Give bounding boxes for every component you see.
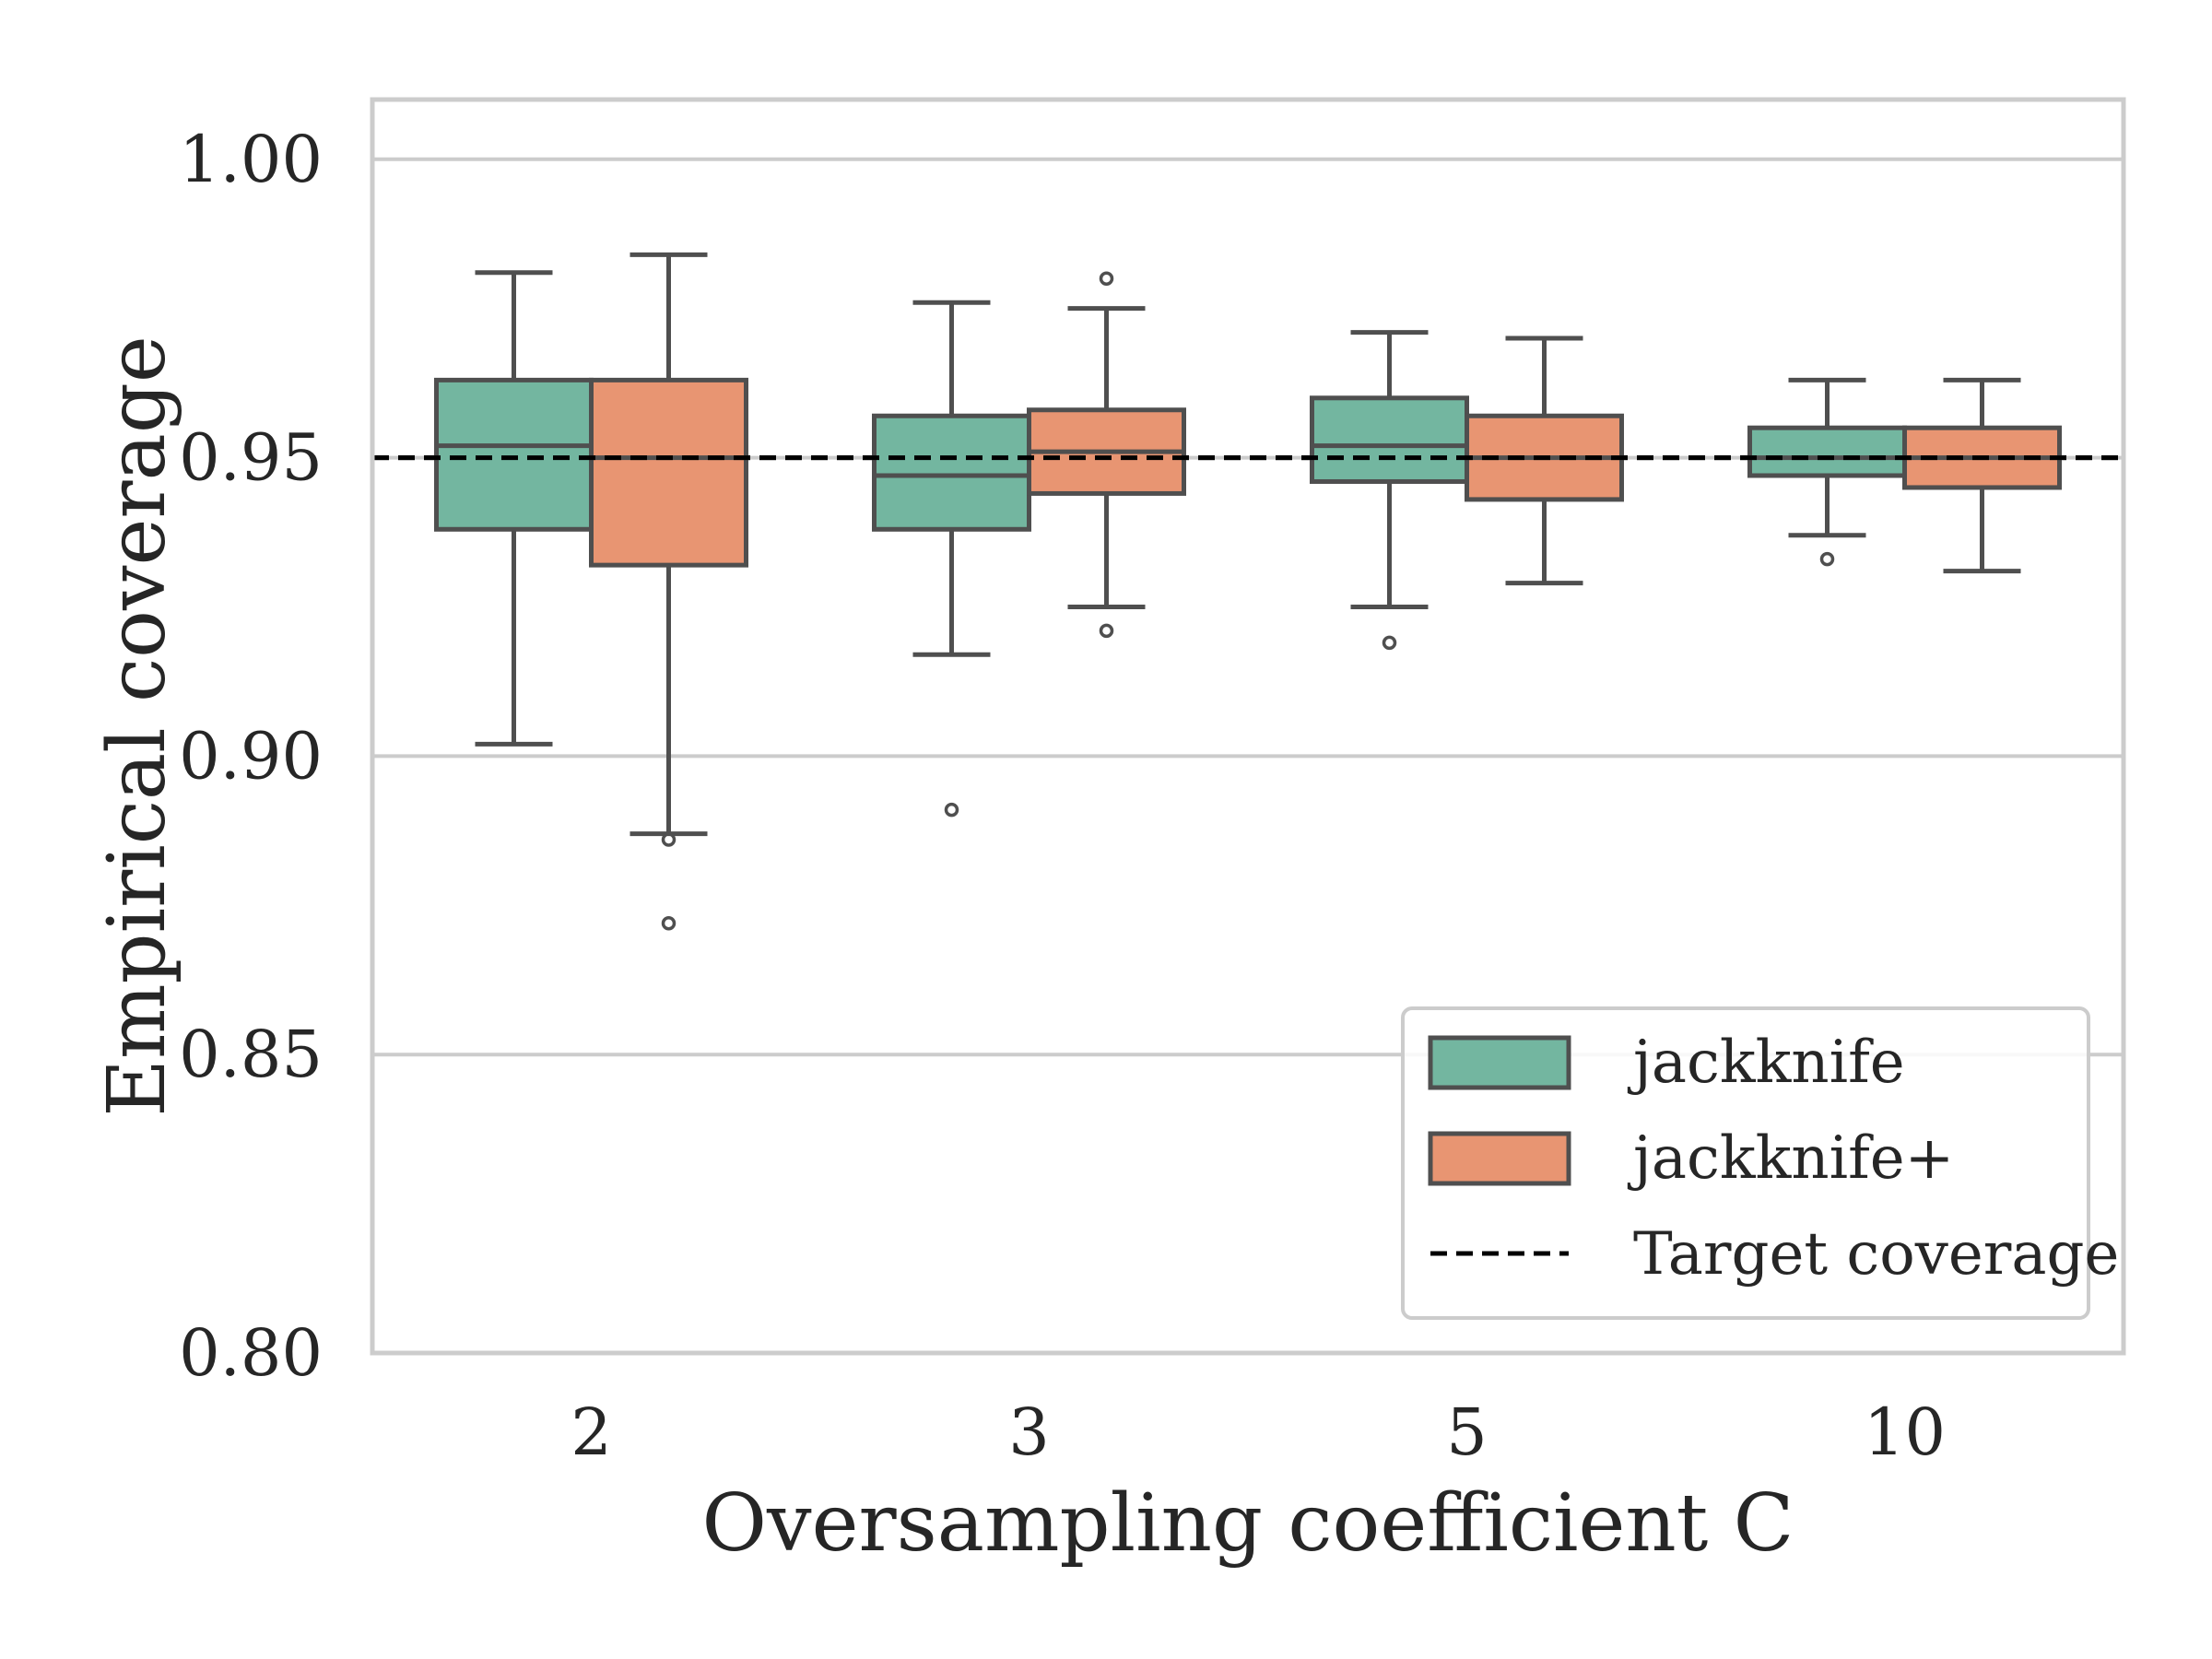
x-tick-labels: 2 3 5 10	[571, 1394, 1946, 1470]
box-body	[589, 377, 748, 568]
outlier-point	[1382, 635, 1397, 651]
box-jackknifeplus-3	[1027, 271, 1186, 639]
legend-label: jackknife	[1627, 1029, 1905, 1097]
outlier-point	[661, 915, 677, 931]
y-tick-label: 0.85	[179, 1017, 323, 1092]
box-jackknife-2	[434, 270, 594, 747]
outlier-point	[1819, 551, 1835, 567]
outlier-point	[1099, 271, 1114, 287]
legend-item: jackknife	[1428, 1029, 1905, 1097]
legend: jackknife jackknife+ Target coverage	[1401, 1006, 2119, 1320]
y-axis-title: Empirical coverage	[91, 335, 183, 1117]
y-tick-labels: 0.80 0.85 0.90 0.95 1.00	[179, 122, 323, 1391]
outlier-point	[661, 832, 677, 847]
x-tick-label: 5	[1446, 1394, 1488, 1470]
box-jackknifeplus-5	[1465, 335, 1624, 586]
legend-swatch	[1428, 1035, 1571, 1090]
x-axis-title: Oversampling coefficient C	[702, 1477, 1794, 1570]
y-tick-label: 0.80	[179, 1315, 323, 1391]
legend-item: Target coverage	[1430, 1220, 2119, 1288]
box-body	[1747, 425, 1907, 478]
x-tick-label: 2	[571, 1394, 612, 1470]
boxes-layer	[372, 252, 2124, 931]
box-jackknifeplus-10	[1902, 377, 2062, 574]
outlier-point	[1099, 623, 1114, 639]
x-tick-label: 3	[1008, 1394, 1050, 1470]
y-tick-label: 1.00	[179, 122, 323, 197]
outlier-point	[944, 802, 959, 818]
box-body	[872, 413, 1031, 532]
x-tick-label: 10	[1864, 1394, 1946, 1470]
y-tick-label: 0.95	[179, 420, 323, 496]
legend-frame	[1401, 1006, 2090, 1320]
legend-label: jackknife+	[1627, 1124, 1954, 1193]
box-body	[434, 377, 594, 532]
box-jackknife-10	[1747, 377, 1907, 567]
plot-frame	[370, 97, 2126, 1356]
legend-item: jackknife+	[1428, 1124, 1954, 1193]
box-jackknifeplus-2	[589, 252, 748, 931]
box-jackknife-5	[1310, 330, 1469, 651]
box-jackknife-3	[872, 300, 1031, 818]
legend-label: Target coverage	[1633, 1220, 2119, 1288]
legend-swatch	[1428, 1131, 1571, 1186]
y-tick-label: 0.90	[179, 718, 323, 794]
box-body	[1310, 395, 1469, 484]
